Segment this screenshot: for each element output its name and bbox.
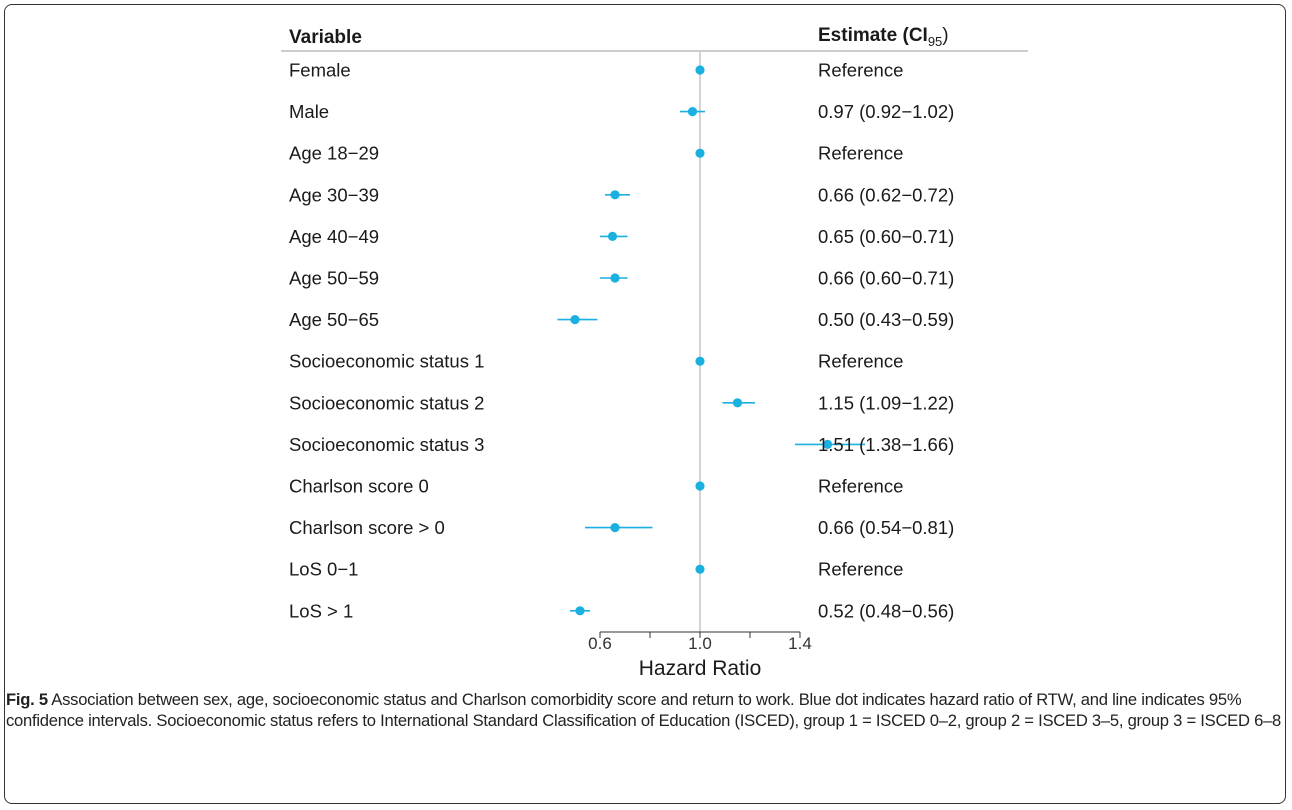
row-estimate: 1.15 (1.09−1.22) bbox=[818, 392, 954, 413]
hazard-ratio-point bbox=[732, 398, 743, 408]
row-estimate: 0.66 (0.60−0.71) bbox=[818, 268, 954, 289]
row-label: Female bbox=[289, 60, 351, 81]
forest-row: Male 0.97 (0.92−1.02) bbox=[289, 101, 954, 122]
header-estimate-ci: CI bbox=[909, 25, 928, 46]
row-label: LoS 0−1 bbox=[289, 559, 358, 580]
header-variable: Variable bbox=[289, 27, 362, 48]
hazard-ratio-point bbox=[695, 481, 705, 491]
row-estimate: 0.52 (0.48−0.56) bbox=[818, 600, 954, 621]
forest-row: Socioeconomic status 3 1.51 (1.38−1.66) bbox=[289, 434, 954, 455]
row-label: Charlson score 0 bbox=[289, 476, 429, 497]
forest-row: Charlson score > 0 0.66 (0.54−0.81) bbox=[289, 517, 954, 538]
hazard-ratio-point bbox=[610, 273, 620, 283]
row-estimate: 0.66 (0.62−0.72) bbox=[818, 184, 954, 205]
row-estimate: Reference bbox=[818, 60, 903, 81]
hazard-ratio-point bbox=[695, 356, 705, 366]
header-estimate-subscript: 95 bbox=[928, 34, 942, 49]
row-label: Charlson score > 0 bbox=[289, 517, 445, 538]
row-label: Age 40−49 bbox=[289, 226, 379, 247]
caption-text: Association between sex, age, socioecono… bbox=[6, 690, 1282, 730]
forest-row: Age 40−49 0.65 (0.60−0.71) bbox=[289, 226, 954, 247]
hazard-ratio-point bbox=[695, 564, 705, 574]
x-tick-label: 0.6 bbox=[588, 634, 612, 653]
row-label: Age 30−39 bbox=[289, 184, 379, 205]
hazard-ratio-point bbox=[687, 107, 698, 117]
row-label: Socioeconomic status 1 bbox=[289, 351, 484, 372]
row-label: Age 18−29 bbox=[289, 143, 379, 164]
forest-row: Age 50−65 0.50 (0.43−0.59) bbox=[289, 309, 954, 330]
forest-row: Socioeconomic status 1 Reference bbox=[289, 351, 903, 372]
row-estimate: Reference bbox=[818, 351, 903, 372]
row-label: Socioeconomic status 3 bbox=[289, 434, 484, 455]
header-estimate: Estimate (CI95) bbox=[818, 25, 949, 49]
header-estimate-close: ) bbox=[942, 25, 948, 46]
row-label: Age 50−65 bbox=[289, 309, 379, 330]
hazard-ratio-point bbox=[607, 231, 618, 241]
hazard-ratio-point bbox=[570, 315, 580, 325]
row-estimate: 0.50 (0.43−0.59) bbox=[818, 309, 954, 330]
forest-row: Age 50−59 0.66 (0.60−0.71) bbox=[289, 268, 954, 289]
row-estimate: 0.97 (0.92−1.02) bbox=[818, 101, 954, 122]
row-estimate: Reference bbox=[818, 143, 903, 164]
hazard-ratio-point bbox=[575, 606, 585, 616]
forest-row: Female Reference bbox=[289, 60, 903, 81]
hazard-ratio-point bbox=[695, 148, 705, 158]
figure-caption: Fig. 5 Association between sex, age, soc… bbox=[6, 689, 1286, 731]
row-label: LoS > 1 bbox=[289, 600, 353, 621]
row-estimate: 0.66 (0.54−0.81) bbox=[818, 517, 954, 538]
row-estimate: 0.65 (0.60−0.71) bbox=[818, 226, 954, 247]
forest-plot: Variable Estimate (CI95) Female Reference… bbox=[281, 25, 1028, 680]
hazard-ratio-point bbox=[610, 523, 620, 533]
x-axis-title: Hazard Ratio bbox=[639, 657, 762, 680]
hazard-ratio-point bbox=[610, 190, 620, 200]
row-label: Age 50−59 bbox=[289, 268, 379, 289]
row-label: Socioeconomic status 2 bbox=[289, 392, 484, 413]
forest-row: Age 18−29 Reference bbox=[289, 143, 903, 164]
hazard-ratio-point bbox=[695, 65, 705, 75]
forest-row: LoS 0−1 Reference bbox=[289, 559, 903, 580]
x-tick-label: 1.0 bbox=[688, 634, 712, 653]
header-estimate-main: Estimate ( bbox=[818, 25, 909, 46]
forest-row: LoS > 1 0.52 (0.48−0.56) bbox=[289, 600, 954, 621]
row-label: Male bbox=[289, 101, 329, 122]
forest-row: Age 30−39 0.66 (0.62−0.72) bbox=[289, 184, 954, 205]
row-estimate: Reference bbox=[818, 476, 903, 497]
row-estimate: Reference bbox=[818, 559, 903, 580]
figure-label: Fig. 5 bbox=[6, 690, 48, 709]
x-tick-label: 1.4 bbox=[788, 634, 812, 653]
row-estimate: 1.51 (1.38−1.66) bbox=[818, 434, 954, 455]
forest-row: Socioeconomic status 2 1.15 (1.09−1.22) bbox=[289, 392, 954, 413]
figure-frame bbox=[4, 4, 1286, 804]
forest-row: Charlson score 0 Reference bbox=[289, 476, 903, 497]
hazard-ratio-point bbox=[822, 439, 833, 449]
